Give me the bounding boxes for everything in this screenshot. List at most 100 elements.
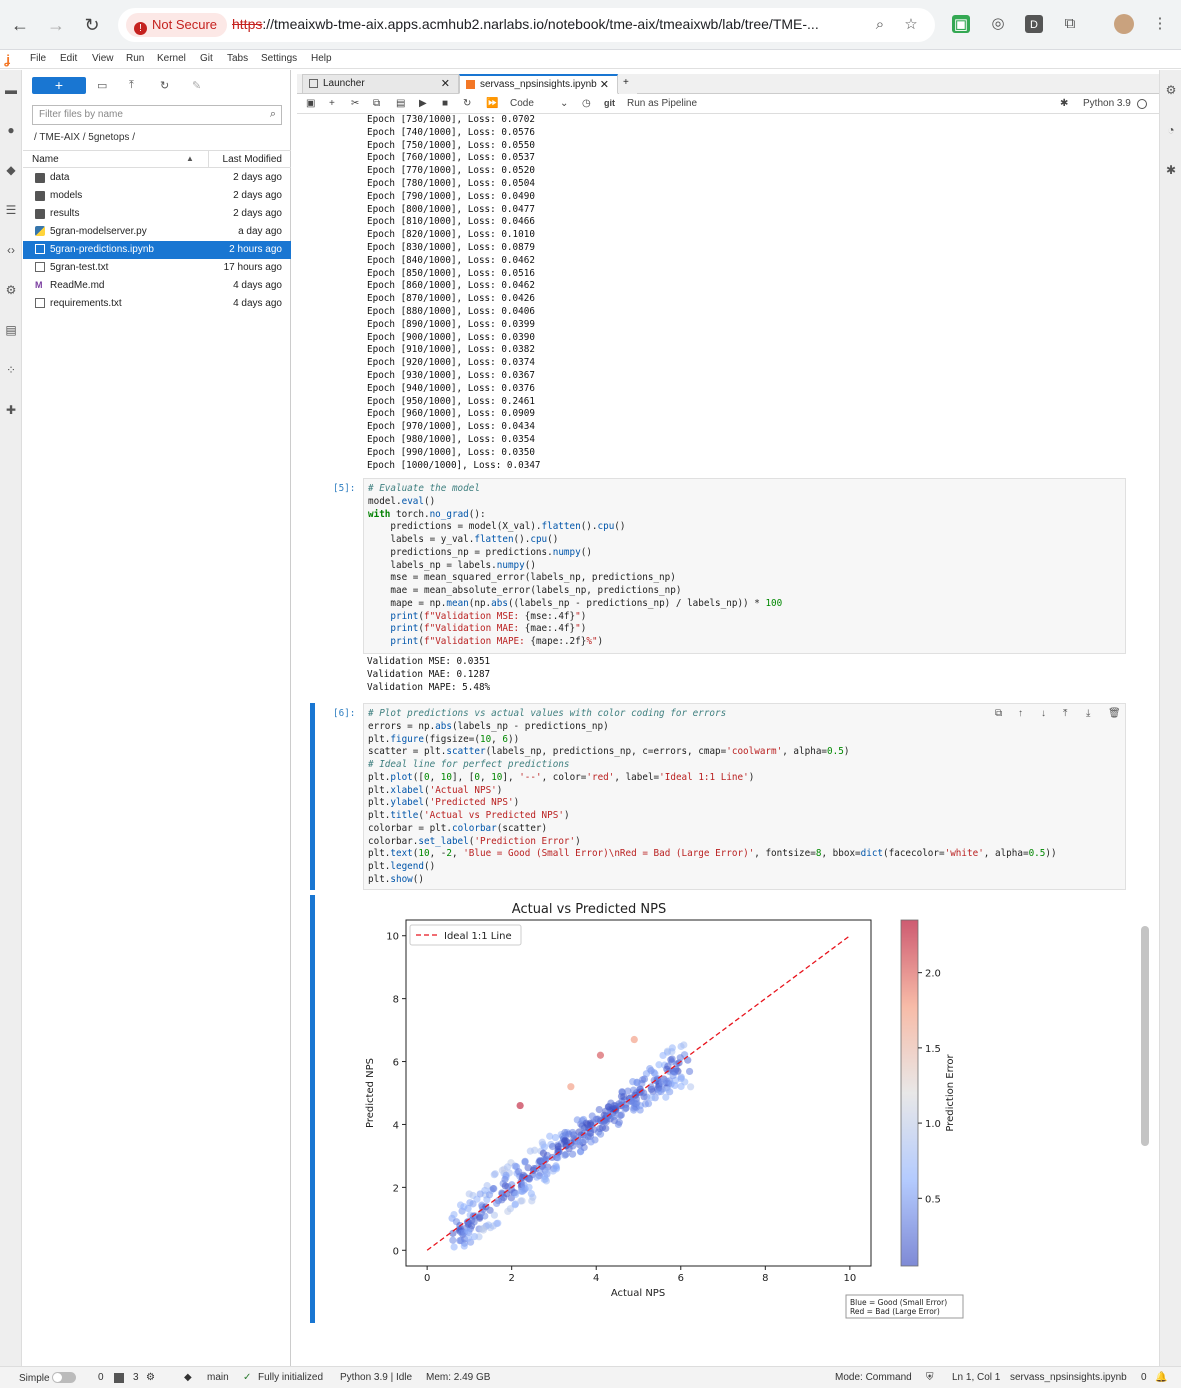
duplicate-cell-icon[interactable]: ⧉ bbox=[995, 708, 1003, 719]
run-icon[interactable]: ▶ bbox=[419, 98, 427, 109]
cell-type-select[interactable]: Code ⌄ bbox=[510, 98, 569, 109]
git-status[interactable]: Fully initialized bbox=[258, 1372, 324, 1383]
code-cell-evaluate[interactable]: # Evaluate the model model.eval() with t… bbox=[363, 478, 1126, 654]
menu-edit[interactable]: Edit bbox=[60, 53, 78, 64]
gear-icon[interactable]: ⚙ bbox=[1165, 83, 1177, 97]
menu-file[interactable]: File bbox=[30, 53, 47, 64]
property-inspector-icon[interactable]: ▤ bbox=[5, 323, 17, 337]
running-icon[interactable]: ● bbox=[7, 123, 15, 137]
restart-icon[interactable]: ↻ bbox=[463, 98, 472, 109]
menu-settings[interactable]: Settings bbox=[261, 53, 298, 64]
url-text[interactable]: https://tmeaixwb-tme-aix.apps.acmhub2.na… bbox=[232, 16, 819, 32]
cut-icon[interactable]: ✂ bbox=[351, 98, 360, 109]
bug-icon[interactable]: ✱ bbox=[1060, 98, 1069, 109]
tab-launcher[interactable]: Launcher ✕ bbox=[302, 74, 459, 94]
reload-icon[interactable]: ↻ bbox=[84, 15, 100, 35]
active-cell-indicator bbox=[310, 703, 315, 890]
kernels-count[interactable]: 3 bbox=[133, 1372, 139, 1383]
notification-count[interactable]: 0 bbox=[1141, 1372, 1147, 1383]
code-icon[interactable]: ‹› bbox=[7, 243, 15, 257]
git-icon[interactable]: ◆ bbox=[6, 163, 16, 177]
zoom-icon[interactable]: ⌕ bbox=[875, 16, 885, 33]
sort-asc-icon[interactable]: ▲ bbox=[186, 154, 194, 163]
file-row[interactable]: 5gran-modelserver.py a day ago bbox=[23, 223, 291, 241]
kernel-status[interactable]: Python 3.9 | Idle bbox=[340, 1372, 413, 1383]
tab-notebook[interactable]: servass_npsinsights.ipynb ✕ bbox=[459, 74, 618, 94]
address-bar[interactable]: ! Not Secure https://tmeaixwb-tme-aix.app… bbox=[118, 8, 935, 42]
security-badge[interactable]: ! Not Secure bbox=[126, 13, 228, 37]
colorbar-label: Prediction Error bbox=[945, 1053, 956, 1131]
cursor-position[interactable]: Ln 1, Col 1 bbox=[952, 1372, 1001, 1383]
bell-icon[interactable]: 🔔 bbox=[1155, 1372, 1168, 1383]
git-clone-icon[interactable]: ✎ bbox=[192, 80, 202, 92]
folder-icon[interactable]: ▬ bbox=[5, 83, 17, 97]
extensions-puzzle-icon[interactable]: ⧉ bbox=[1064, 15, 1076, 32]
kernel-name[interactable]: Python 3.9 bbox=[1083, 98, 1131, 109]
file-filter-input[interactable]: Filter files by name ⌕ bbox=[32, 105, 282, 125]
scatter-point bbox=[681, 1078, 689, 1086]
profile-avatar[interactable] bbox=[1114, 14, 1134, 34]
menu-help[interactable]: Help bbox=[311, 53, 332, 64]
extension-icon[interactable]: ◎ bbox=[991, 15, 1005, 32]
move-up-icon[interactable]: ↑ bbox=[1018, 708, 1023, 719]
git-branch[interactable]: main bbox=[207, 1372, 229, 1383]
insert-below-icon[interactable]: ⤓ bbox=[1086, 708, 1091, 719]
bookmark-star-icon[interactable]: ☆ bbox=[904, 16, 918, 33]
code-cell-plot[interactable]: # Plot predictions vs actual values with… bbox=[363, 703, 1126, 890]
file-row[interactable]: 5gran-predictions.ipynb 2 hours ago bbox=[23, 241, 291, 259]
extension-puzzle-icon[interactable]: ✚ bbox=[5, 403, 17, 417]
insert-above-icon[interactable]: ⤒ bbox=[1063, 708, 1068, 719]
run-as-pipeline-button[interactable]: Run as Pipeline bbox=[627, 98, 698, 109]
file-row[interactable]: models 2 days ago bbox=[23, 187, 291, 205]
menu-kernel[interactable]: Kernel bbox=[157, 53, 186, 64]
more-menu-icon[interactable]: ⋮ bbox=[1152, 15, 1168, 32]
new-launcher-button[interactable]: + bbox=[32, 77, 86, 94]
code-editor[interactable]: # Evaluate the model model.eval() with t… bbox=[368, 483, 783, 647]
file-row[interactable]: data 2 days ago bbox=[23, 169, 291, 187]
column-modified-header[interactable]: Last Modified bbox=[208, 151, 291, 168]
insert-cell-icon[interactable]: + bbox=[329, 98, 335, 109]
new-tab-button[interactable]: + bbox=[619, 74, 637, 94]
menu-tabs[interactable]: Tabs bbox=[227, 53, 249, 64]
refresh-icon[interactable]: ↻ bbox=[160, 80, 170, 92]
toggle-switch[interactable] bbox=[52, 1372, 77, 1383]
close-icon[interactable]: ✕ bbox=[599, 79, 609, 91]
new-folder-icon[interactable]: ▭ bbox=[97, 80, 108, 92]
close-icon[interactable]: ✕ bbox=[440, 78, 450, 90]
menu-git[interactable]: Git bbox=[200, 53, 213, 64]
settings-gear-icon[interactable]: ⚙ bbox=[5, 283, 17, 297]
file-row[interactable]: results 2 days ago bbox=[23, 205, 291, 223]
trusted-shield-icon[interactable]: ⛨ bbox=[926, 1372, 934, 1383]
file-row[interactable]: 5gran-test.txt 17 hours ago bbox=[23, 259, 291, 277]
menu-run[interactable]: Run bbox=[126, 53, 145, 64]
breadcrumb[interactable]: / TME-AIX / 5gnetops / bbox=[34, 132, 135, 143]
terminals-count[interactable]: 0 bbox=[98, 1372, 104, 1383]
bug-icon[interactable]: ✱ bbox=[1165, 163, 1177, 177]
clock-icon[interactable]: ◷ bbox=[582, 98, 591, 109]
file-row[interactable]: requirements.txt 4 days ago bbox=[23, 295, 291, 313]
code-editor[interactable]: # Plot predictions vs actual values with… bbox=[368, 708, 1057, 885]
back-icon[interactable]: ← bbox=[11, 15, 29, 35]
file-row[interactable]: M ReadMe.md 4 days ago bbox=[23, 277, 291, 295]
colorbar-axis: 0.5 1.0 1.5 2.0 bbox=[918, 969, 941, 1205]
paste-icon[interactable]: ▤ bbox=[396, 98, 406, 109]
scatter-point bbox=[518, 1197, 526, 1205]
copy-icon[interactable]: ⧉ bbox=[373, 98, 381, 109]
forward-icon[interactable]: → bbox=[47, 15, 65, 35]
notebook-scrollbar[interactable] bbox=[1141, 926, 1149, 1146]
pipeline-icon[interactable]: ⁘ bbox=[5, 363, 17, 377]
save-icon[interactable]: ▣ bbox=[306, 98, 316, 109]
git-button[interactable]: git bbox=[604, 98, 615, 108]
extension-icon[interactable]: ▣ bbox=[952, 15, 970, 33]
fast-forward-icon[interactable]: ⏩ bbox=[486, 98, 499, 109]
move-down-icon[interactable]: ↓ bbox=[1041, 708, 1046, 719]
delete-cell-icon[interactable]: 🗑 bbox=[1108, 708, 1121, 719]
upload-icon[interactable]: ⤒ bbox=[129, 79, 134, 91]
column-name-header[interactable]: Name bbox=[32, 154, 59, 165]
stop-icon[interactable]: ■ bbox=[442, 98, 449, 109]
extension-d-icon[interactable]: D bbox=[1025, 15, 1043, 33]
simple-mode-toggle[interactable]: Simple bbox=[19, 1372, 77, 1384]
menu-view[interactable]: View bbox=[92, 53, 114, 64]
toc-icon[interactable]: ☰ bbox=[5, 203, 17, 217]
debugger-icon[interactable]: ◔ bbox=[1167, 123, 1175, 137]
